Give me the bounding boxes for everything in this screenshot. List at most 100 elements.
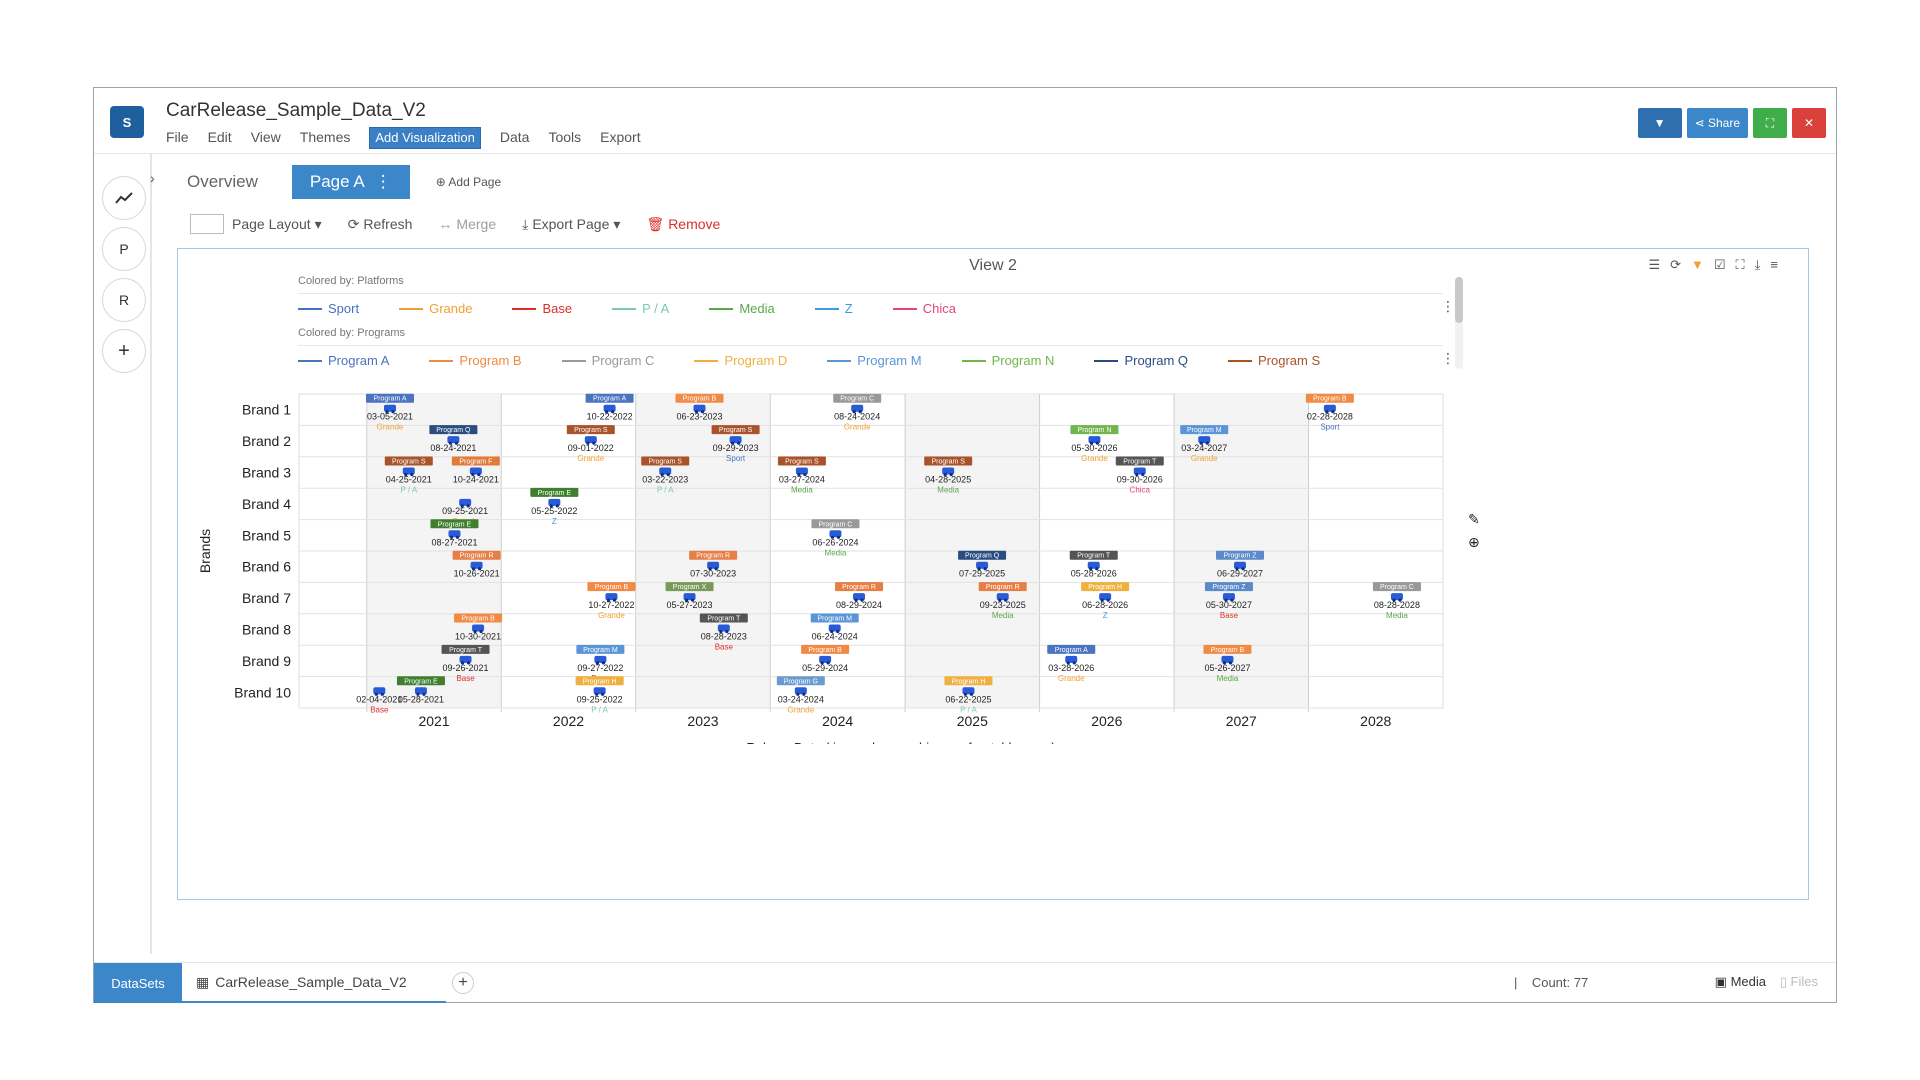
- car-marker[interactable]: [1198, 436, 1211, 444]
- program-tag[interactable]: [566, 425, 615, 435]
- program-tag[interactable]: [451, 456, 500, 466]
- program-tag[interactable]: [429, 425, 478, 435]
- car-marker[interactable]: [829, 530, 842, 538]
- program-tag[interactable]: [530, 487, 579, 497]
- car-marker[interactable]: [942, 467, 955, 475]
- legend-platform-z[interactable]: Z: [814, 301, 853, 316]
- add-dataset-button[interactable]: +: [452, 972, 474, 994]
- menu-view[interactable]: View: [250, 129, 281, 145]
- zoom-icon[interactable]: ⊕: [1468, 534, 1480, 550]
- car-marker[interactable]: [962, 687, 975, 695]
- menu-file[interactable]: File: [166, 129, 189, 145]
- program-tag[interactable]: [452, 550, 501, 560]
- program-tag[interactable]: [1204, 582, 1253, 592]
- program-tag[interactable]: [699, 613, 748, 623]
- program-tag[interactable]: [575, 676, 624, 686]
- legend-program-program-b[interactable]: Program B: [429, 353, 522, 368]
- remove-button[interactable]: 🗑 Remove: [646, 216, 720, 233]
- filter-icon[interactable]: ▼: [1691, 257, 1704, 272]
- program-tag[interactable]: [944, 676, 993, 686]
- scroll-thumb[interactable]: [1455, 277, 1463, 323]
- program-tag[interactable]: [1215, 550, 1264, 560]
- car-marker[interactable]: [1087, 561, 1100, 569]
- legend-program-program-d[interactable]: Program D: [694, 353, 787, 368]
- menu-edit[interactable]: Edit: [207, 129, 232, 145]
- program-tag[interactable]: [396, 676, 445, 686]
- program-tag[interactable]: [810, 613, 859, 623]
- legend-platform-sport[interactable]: Sport: [298, 301, 359, 316]
- menu-themes[interactable]: Themes: [299, 129, 351, 145]
- program-tag[interactable]: [641, 456, 690, 466]
- program-tag[interactable]: [1115, 456, 1164, 466]
- datasets-tab[interactable]: DataSets: [94, 963, 182, 1003]
- legend-program-program-s[interactable]: Program S: [1228, 353, 1320, 368]
- car-marker[interactable]: [472, 624, 485, 632]
- legend-scrollbar[interactable]: [1455, 277, 1463, 369]
- chart-icon[interactable]: [102, 176, 146, 220]
- program-tag[interactable]: [978, 582, 1027, 592]
- car-marker[interactable]: [1221, 655, 1234, 663]
- program-tag[interactable]: [454, 613, 503, 623]
- download-icon[interactable]: ⤓: [1754, 257, 1761, 272]
- program-tag[interactable]: [711, 425, 760, 435]
- page-layout-button[interactable]: Page Layout ▾: [190, 214, 322, 234]
- brush-icon[interactable]: ✎: [1468, 511, 1480, 527]
- car-marker[interactable]: [459, 498, 472, 506]
- close-button[interactable]: ✕: [1792, 108, 1826, 138]
- program-tag[interactable]: [587, 582, 636, 592]
- legend-program-program-c[interactable]: Program C: [561, 353, 654, 368]
- legend-program-program-n[interactable]: Program N: [961, 353, 1054, 368]
- car-marker[interactable]: [794, 687, 807, 695]
- program-tag[interactable]: [801, 644, 850, 654]
- program-tag[interactable]: [811, 519, 860, 529]
- car-marker[interactable]: [795, 467, 808, 475]
- program-tag[interactable]: [675, 393, 724, 403]
- car-marker[interactable]: [584, 436, 597, 444]
- program-tag[interactable]: [833, 393, 882, 403]
- program-tag[interactable]: [776, 676, 825, 686]
- export-page-button[interactable]: ⤓ Export Page ▾: [522, 216, 620, 233]
- car-marker[interactable]: [683, 593, 696, 601]
- car-marker[interactable]: [459, 655, 472, 663]
- expand-icon[interactable]: ⛶: [1735, 257, 1745, 272]
- legend-program-program-a[interactable]: Program A: [298, 353, 389, 368]
- car-marker[interactable]: [447, 436, 460, 444]
- merge-button[interactable]: ↔ Merge: [438, 216, 496, 232]
- car-marker[interactable]: [593, 687, 606, 695]
- kebab-icon[interactable]: ⋮: [1441, 298, 1455, 314]
- program-tag[interactable]: [585, 393, 634, 403]
- car-marker[interactable]: [707, 561, 720, 569]
- chevron-right-icon[interactable]: ›: [150, 170, 155, 186]
- menu-icon[interactable]: ≡: [1770, 257, 1778, 272]
- program-tag[interactable]: [1203, 644, 1252, 654]
- car-marker[interactable]: [603, 404, 616, 412]
- legend-platform-p-a[interactable]: P / A: [612, 301, 669, 316]
- car-marker[interactable]: [1065, 655, 1078, 663]
- program-tag[interactable]: [576, 644, 625, 654]
- filter-button[interactable]: ▼: [1637, 108, 1682, 138]
- car-marker[interactable]: [1390, 593, 1403, 601]
- legend-platform-base[interactable]: Base: [512, 301, 572, 316]
- app-logo-icon[interactable]: S: [110, 106, 144, 138]
- menu-add-visualization[interactable]: Add Visualization: [369, 127, 481, 149]
- dataset-file-tab[interactable]: ▦ CarRelease_Sample_Data_V2: [182, 963, 446, 1003]
- program-tag[interactable]: [1069, 550, 1118, 560]
- program-tag[interactable]: [924, 456, 973, 466]
- rail-r-button[interactable]: R: [102, 278, 146, 322]
- car-marker[interactable]: [828, 624, 841, 632]
- settings-sliders-icon[interactable]: ☰: [1648, 257, 1661, 272]
- program-tag[interactable]: [835, 582, 884, 592]
- program-tag[interactable]: [430, 519, 479, 529]
- media-button[interactable]: ▣ Media: [1715, 974, 1766, 990]
- legend-platform-chica[interactable]: Chica: [892, 301, 956, 316]
- program-tag[interactable]: [1372, 582, 1421, 592]
- legend-platform-media[interactable]: Media: [709, 301, 775, 316]
- car-marker[interactable]: [717, 624, 730, 632]
- car-marker[interactable]: [693, 404, 706, 412]
- refresh-button[interactable]: ⟳ Refresh: [348, 216, 413, 233]
- car-marker[interactable]: [594, 655, 607, 663]
- car-marker[interactable]: [470, 561, 483, 569]
- program-tag[interactable]: [665, 582, 714, 592]
- program-tag[interactable]: [366, 393, 415, 403]
- car-marker[interactable]: [1323, 404, 1336, 412]
